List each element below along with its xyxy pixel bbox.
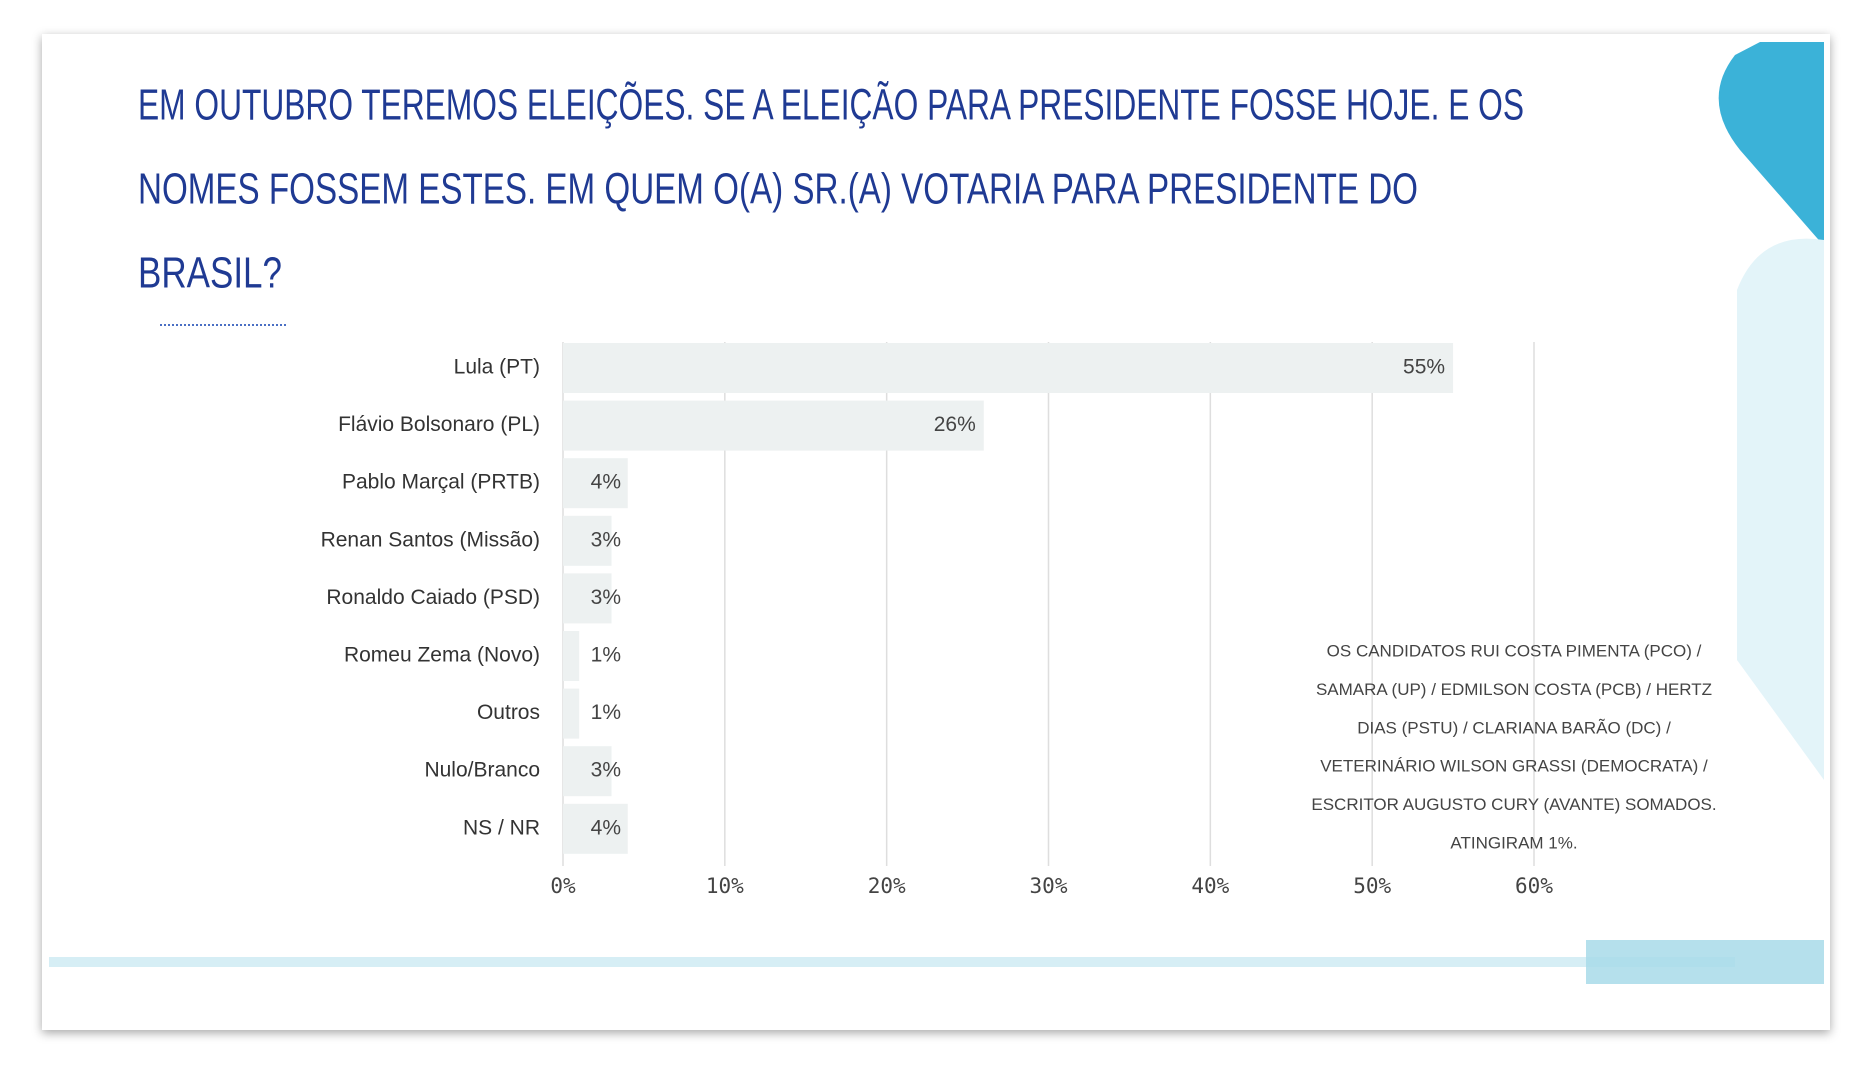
bar (563, 803, 628, 854)
title: EM OUTUBRO TEREMOS ELEIÇÕES. SE A ELEIÇÃ… (138, 80, 1524, 298)
x-tick-label: 40% (1191, 874, 1229, 898)
decor-shape (1718, 42, 1824, 246)
bar (563, 343, 1454, 393)
note-line: DIAS (PSTU) / CLARIANA BARÃO (DC) / (1357, 718, 1671, 737)
category-label: Romeu Zema (Novo) (344, 644, 540, 667)
bar (563, 458, 628, 509)
decor-shape (1737, 238, 1824, 781)
value-label: 26% (934, 413, 976, 436)
category-label: Renan Santos (Missão) (321, 528, 540, 551)
chart: 0% 10% 20% 30% 40% 50% 60% Lula (PT) 55% Flávio B… (321, 342, 1553, 898)
note-line: OS CANDIDATOS RUI COSTA PIMENTA (PCO) / (1327, 641, 1702, 660)
category-label: Ronaldo Caiado (PSD) (326, 586, 540, 609)
title-line: BRASIL? (138, 249, 282, 298)
decor-block (1586, 940, 1824, 984)
bar (563, 400, 984, 451)
decor-line (49, 957, 1735, 967)
value-label: 3% (591, 759, 621, 782)
bar (563, 515, 612, 566)
category-label: Flávio Bolsonaro (PL) (338, 413, 540, 436)
category-label: Outros (477, 701, 540, 724)
x-tick-label: 50% (1353, 874, 1391, 898)
bar (563, 746, 612, 797)
value-label: 3% (591, 586, 621, 609)
category-label: Lula (PT) (454, 356, 540, 379)
note-line: ESCRITOR AUGUSTO CURY (AVANTE) SOMADOS. (1311, 795, 1716, 814)
value-label: 55% (1403, 356, 1445, 379)
slide (42, 34, 1830, 1030)
note-line: VETERINÁRIO WILSON GRASSI (DEMOCRATA) / (1320, 757, 1708, 776)
value-label: 1% (591, 701, 621, 724)
note-line: SAMARA (UP) / EDMILSON COSTA (PCB) / HER… (1316, 680, 1712, 699)
title-line: NOMES FOSSEM ESTES. EM QUEM O(A) SR.(A) … (138, 165, 1418, 214)
bar (563, 573, 612, 624)
x-tick-label: 10% (706, 874, 744, 898)
bar (563, 631, 580, 681)
title-line: EM OUTUBRO TEREMOS ELEIÇÕES. SE A ELEIÇÃ… (138, 80, 1524, 130)
value-label: 3% (591, 528, 621, 551)
value-label: 4% (591, 471, 621, 494)
category-label: Nulo/Branco (424, 759, 540, 782)
note-line: ATINGIRAM 1%. (1450, 833, 1577, 852)
x-tick-label: 60% (1515, 874, 1553, 898)
x-tick-label: 30% (1030, 874, 1068, 898)
value-label: 1% (591, 644, 621, 667)
note: OS CANDIDATOS RUI COSTA PIMENTA (PCO) / S… (1311, 641, 1716, 852)
category-label: Pablo Marçal (PRTB) (342, 471, 540, 494)
value-label: 4% (591, 816, 621, 839)
x-tick-label: 0% (550, 874, 576, 898)
category-label: NS / NR (463, 816, 540, 839)
bar (563, 688, 580, 739)
x-tick-label: 20% (868, 874, 906, 898)
